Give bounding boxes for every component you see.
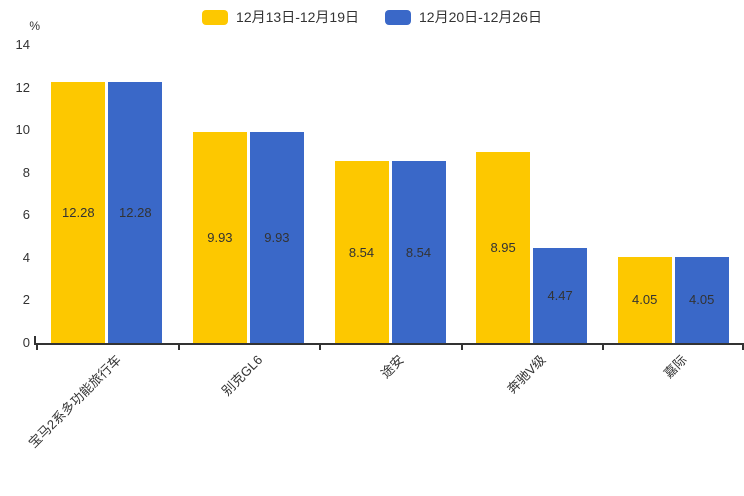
x-category-label: 途安 <box>377 352 407 382</box>
bar-series1[interactable]: 4.05 <box>617 256 672 343</box>
bar-series2[interactable]: 8.54 <box>391 161 446 343</box>
y-tick-label: 10 <box>15 122 30 138</box>
x-axis-tick <box>742 345 744 350</box>
bar-value-label: 4.47 <box>547 287 573 303</box>
bar-value-label: 9.93 <box>264 229 290 245</box>
legend-swatch-icon <box>202 9 229 25</box>
bar-value-label: 8.95 <box>490 240 516 256</box>
legend-item[interactable]: 12月13日-12月19日 <box>202 7 359 27</box>
chart-legend: 12月13日-12月19日 12月20日-12月26日 <box>0 7 744 27</box>
y-axis-unit-label: % <box>29 19 40 33</box>
x-axis-tick <box>460 345 463 350</box>
x-axis-tick <box>177 345 180 350</box>
legend-label: 12月13日-12月19日 <box>236 9 359 25</box>
x-category-label: 奔驰V级 <box>504 352 549 397</box>
y-tick-label: 0 <box>22 335 30 350</box>
bar-series1[interactable]: 9.93 <box>192 131 247 343</box>
bar-series1[interactable]: 8.95 <box>476 152 531 343</box>
bar-value-label: 8.54 <box>405 244 432 260</box>
bar-value-label: 4.05 <box>689 292 715 308</box>
bar-value-label: 9.93 <box>207 229 233 245</box>
legend-swatch-icon <box>385 9 411 25</box>
bar-series2[interactable]: 12.28 <box>108 81 163 343</box>
bar-value-label: 12.28 <box>62 204 95 220</box>
x-category-label: 别克GL6 <box>218 352 266 399</box>
bar-series1[interactable]: 12.28 <box>51 81 106 343</box>
x-axis-tick <box>319 345 322 350</box>
y-tick-label: 12 <box>15 79 30 95</box>
y-tick-label: 2 <box>22 292 30 308</box>
bar-value-label: 8.54 <box>348 244 375 260</box>
y-axis-origin-tick <box>34 336 36 343</box>
x-axis-tick <box>602 345 605 350</box>
y-tick-label: 14 <box>15 37 30 52</box>
bar-value-label: 4.05 <box>632 292 658 308</box>
bar-value-label: 12.28 <box>119 204 152 220</box>
x-axis-line <box>34 343 744 345</box>
legend-label: 12月20日-12月26日 <box>419 9 542 25</box>
y-tick-label: 8 <box>22 164 30 180</box>
x-category-label: 嘉际 <box>660 352 690 382</box>
bar-series2[interactable]: 9.93 <box>249 131 304 343</box>
bar-series2[interactable]: 4.05 <box>674 256 729 343</box>
legend-item[interactable]: 12月20日-12月26日 <box>385 7 542 27</box>
x-axis-tick <box>36 345 38 350</box>
y-tick-label: 4 <box>22 249 30 265</box>
x-category-label: 宝马2系多功能旅行车 <box>25 352 124 451</box>
bar-series1[interactable]: 8.54 <box>334 161 389 343</box>
bar-series2[interactable]: 4.47 <box>533 247 588 343</box>
y-tick-label: 6 <box>22 207 30 223</box>
